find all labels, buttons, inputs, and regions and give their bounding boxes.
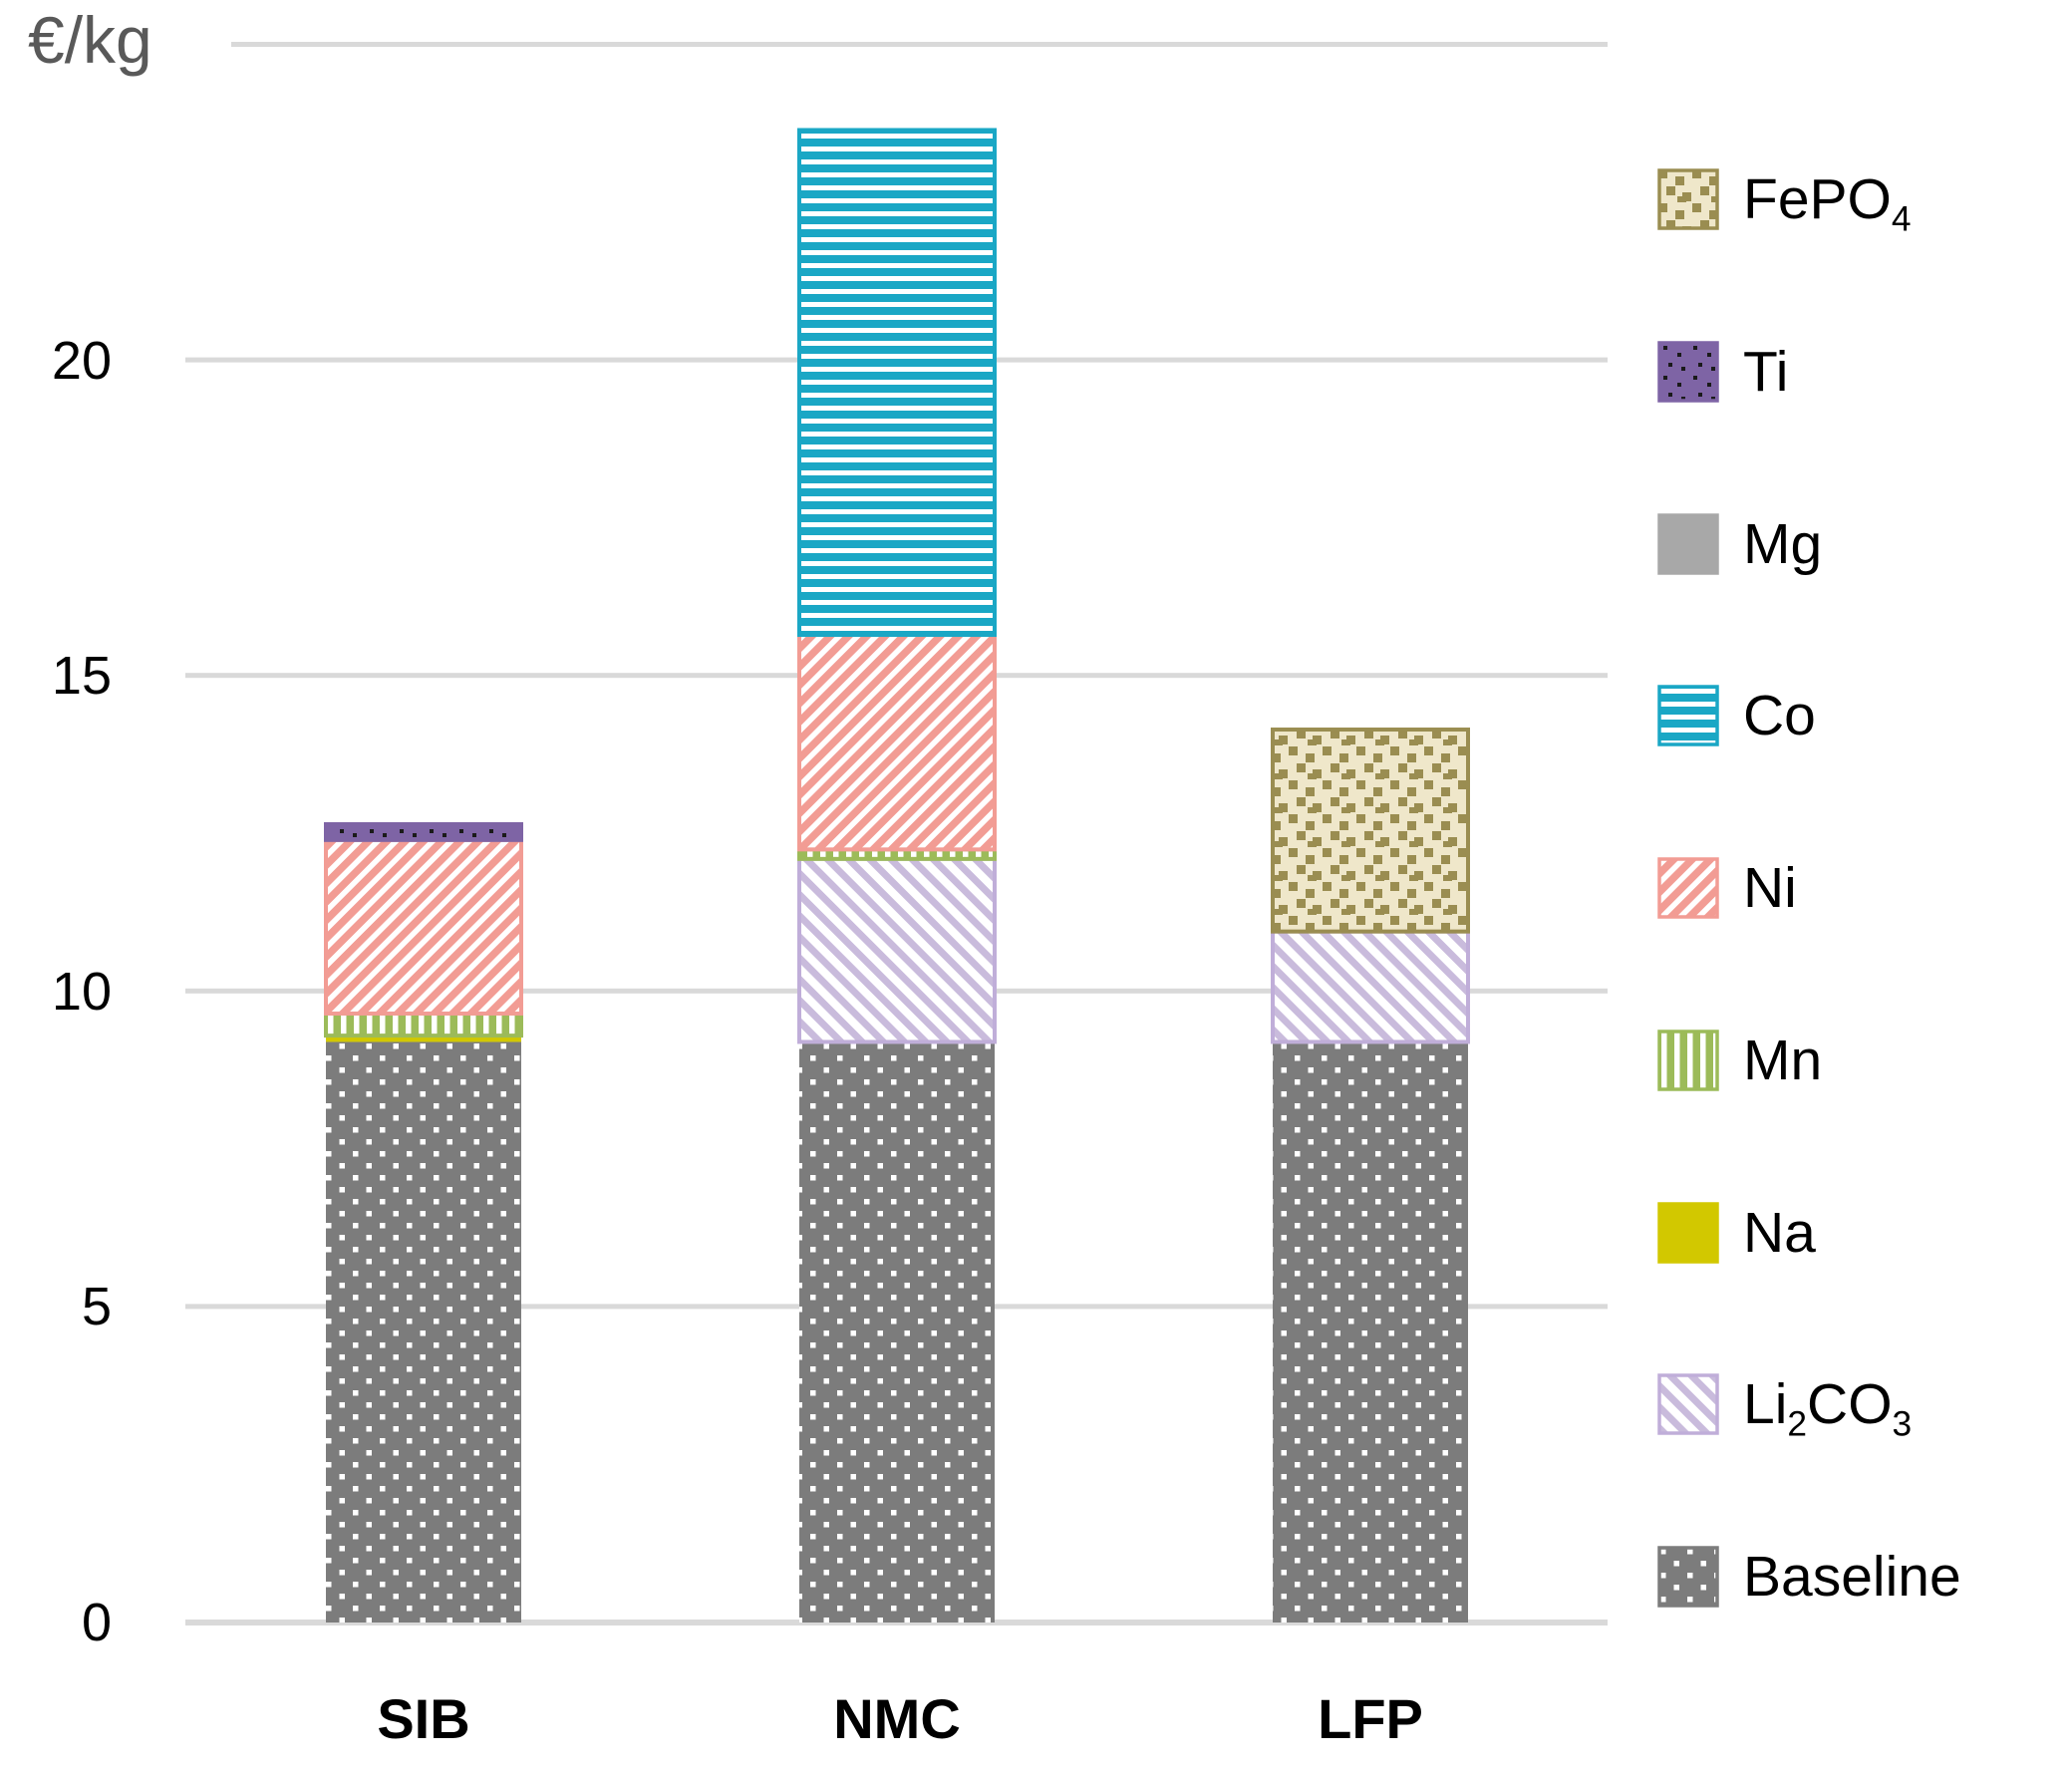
legend-swatch-baseline-icon [1657, 1546, 1719, 1608]
legend-label-ti: Ti [1743, 340, 1789, 404]
legend-label-fepo4: FePO4 [1743, 167, 1912, 239]
x-label-lfp: LFP [1318, 1687, 1423, 1750]
legend-item-ni: Ni [1657, 856, 1797, 920]
y-tick-0: 0 [81, 1593, 112, 1652]
legend-label-na: Na [1743, 1201, 1816, 1265]
legend-swatch-na-icon [1657, 1202, 1719, 1264]
y-tick-10: 10 [51, 961, 112, 1022]
legend-swatch-mn-icon [1657, 1030, 1719, 1091]
legend-label-baseline: Baseline [1743, 1545, 1961, 1609]
x-label-sib: SIB [377, 1687, 470, 1750]
bar-segment-nmc-baseline [799, 1041, 995, 1623]
bar-segment-sib-na [326, 1035, 521, 1042]
bar-segment-nmc-co [797, 128, 997, 638]
y-tick-15: 15 [51, 646, 112, 707]
legend-swatch-co-icon [1657, 685, 1719, 746]
bar-segment-sib-mn [324, 1011, 523, 1038]
legend-label-co: Co [1743, 684, 1816, 747]
legend-label-mn: Mn [1743, 1029, 1823, 1092]
legend-item-baseline: Baseline [1657, 1545, 1961, 1609]
bar-segment-lfp-baseline [1273, 1041, 1468, 1623]
bar-segment-nmc-li2co3 [797, 856, 997, 1044]
gridline-25 [231, 42, 1608, 47]
legend-item-ti: Ti [1657, 340, 1788, 404]
legend-swatch-fepo4-icon [1657, 168, 1719, 230]
bar-segment-lfp-fepo4 [1271, 728, 1470, 934]
legend-item-fepo4: FePO4 [1657, 167, 1912, 239]
legend-swatch-ti-icon [1657, 341, 1719, 403]
legend-item-mn: Mn [1657, 1029, 1822, 1092]
bar-segment-sib-baseline [326, 1041, 521, 1623]
bar-segment-sib-ni [324, 837, 523, 1016]
legend-swatch-ni-icon [1657, 857, 1719, 919]
bar-segment-lfp-li2co3 [1271, 929, 1470, 1044]
legend-item-na: Na [1657, 1201, 1816, 1265]
bar-segment-nmc-ni [797, 633, 997, 852]
legend-swatch-li2co3-icon [1657, 1373, 1719, 1435]
y-tick-5: 5 [81, 1277, 112, 1337]
y-tick-20: 20 [51, 330, 112, 391]
legend-label-mg: Mg [1743, 512, 1823, 576]
legend-item-co: Co [1657, 684, 1816, 747]
legend-item-mg: Mg [1657, 512, 1822, 576]
x-label-nmc: NMC [833, 1687, 961, 1750]
y-axis-unit-label: €/kg [28, 3, 152, 77]
legend-swatch-mg-icon [1657, 513, 1719, 575]
bar-segment-sib-ti [324, 822, 523, 842]
legend-label-ni: Ni [1743, 856, 1797, 920]
legend-item-li2co3: Li2CO3 [1657, 1372, 1913, 1444]
legend-label-li2co3: Li2CO3 [1743, 1372, 1913, 1444]
